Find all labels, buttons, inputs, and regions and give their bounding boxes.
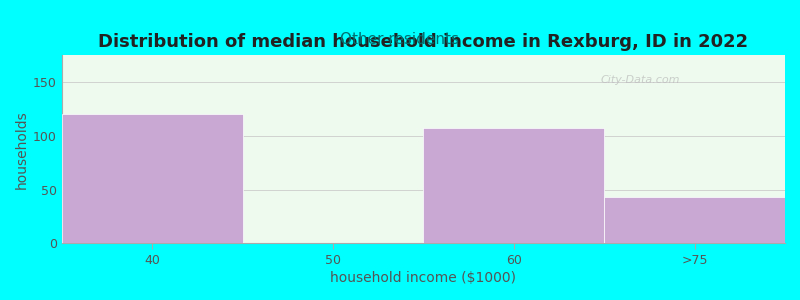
Bar xyxy=(423,128,604,243)
Bar xyxy=(604,197,785,243)
X-axis label: household income ($1000): household income ($1000) xyxy=(330,271,517,285)
Title: Distribution of median household income in Rexburg, ID in 2022: Distribution of median household income … xyxy=(98,33,749,51)
Bar xyxy=(62,114,242,243)
Y-axis label: households: households xyxy=(15,110,29,189)
Text: City-Data.com: City-Data.com xyxy=(601,75,680,85)
Text: Other residents: Other residents xyxy=(341,32,459,46)
